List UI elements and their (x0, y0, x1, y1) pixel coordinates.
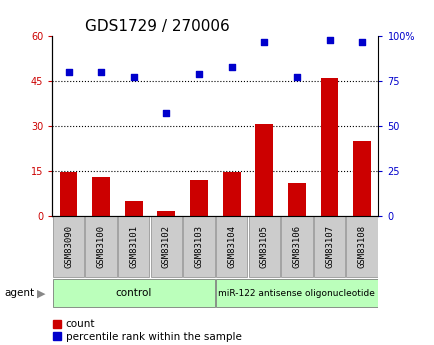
Point (326, 37, 332, 42)
Bar (59, 172, 77, 216)
Point (130, 75, 137, 80)
Point (97, 69, 105, 75)
FancyBboxPatch shape (215, 216, 247, 277)
Text: GSM83100: GSM83100 (96, 225, 105, 268)
Bar (92, 177, 110, 216)
FancyBboxPatch shape (313, 216, 345, 277)
Bar (190, 180, 207, 216)
Text: GSM83103: GSM83103 (194, 225, 203, 268)
Text: GSM83105: GSM83105 (259, 225, 268, 268)
FancyBboxPatch shape (183, 216, 214, 277)
Text: GSM83102: GSM83102 (161, 225, 171, 268)
Text: GDS1729 / 270006: GDS1729 / 270006 (85, 19, 229, 34)
Point (162, 111, 169, 116)
FancyBboxPatch shape (248, 216, 279, 277)
Text: miR-122 antisense oligonucleotide: miR-122 antisense oligonucleotide (218, 289, 375, 298)
FancyBboxPatch shape (215, 279, 377, 307)
Text: control: control (115, 288, 151, 298)
FancyBboxPatch shape (345, 216, 377, 277)
Legend: count, percentile rank within the sample: count, percentile rank within the sample (53, 319, 241, 342)
FancyBboxPatch shape (150, 216, 181, 277)
Text: GSM83107: GSM83107 (324, 225, 333, 268)
Point (293, 75, 299, 80)
Bar (320, 78, 338, 216)
Point (65, 69, 72, 75)
Bar (157, 211, 175, 216)
Point (260, 39, 267, 45)
Text: GSM83108: GSM83108 (357, 225, 366, 268)
Point (227, 64, 234, 69)
Bar (222, 172, 240, 216)
FancyBboxPatch shape (53, 216, 84, 277)
Bar (352, 141, 370, 216)
Text: GSM83101: GSM83101 (129, 225, 138, 268)
FancyBboxPatch shape (118, 216, 149, 277)
Bar (125, 201, 142, 216)
Text: ▶: ▶ (37, 288, 46, 298)
Text: GSM83090: GSM83090 (64, 225, 73, 268)
Point (195, 71, 202, 77)
Point (358, 39, 365, 45)
Bar (287, 183, 305, 216)
Text: GSM83106: GSM83106 (292, 225, 301, 268)
FancyBboxPatch shape (281, 216, 312, 277)
FancyBboxPatch shape (85, 216, 116, 277)
Text: GSM83104: GSM83104 (227, 225, 236, 268)
Text: agent: agent (4, 288, 34, 298)
FancyBboxPatch shape (53, 279, 214, 307)
Bar (255, 125, 273, 216)
